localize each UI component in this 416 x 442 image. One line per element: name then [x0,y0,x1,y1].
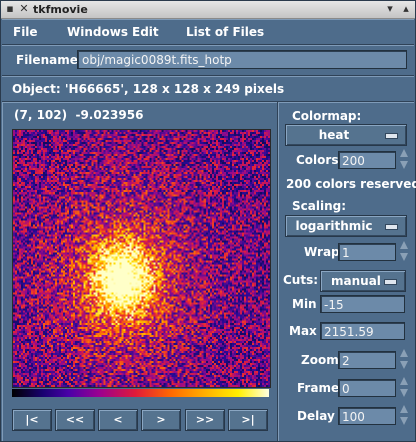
dropdown-indicator-icon [385,224,398,230]
min-input[interactable]: -15 [320,295,405,313]
cuts-select[interactable]: manual [320,270,406,292]
fits-image-view[interactable] [12,129,271,388]
spin-down-icon[interactable] [400,361,408,369]
step-back-button[interactable]: < [98,409,138,431]
cuts-value: manual [331,274,381,288]
fits-image[interactable] [13,130,270,387]
scaling-label: Scaling: [292,199,347,213]
colors-input[interactable]: 200 [338,151,396,169]
frame-input[interactable]: 0 [338,379,396,397]
scaling-value: logarithmic [295,219,373,233]
window-title: tkfmovie [33,3,88,16]
max-label: Max [289,324,317,338]
cursor-position: (7, 102) [14,108,68,122]
zoom-label: Zoom [301,353,339,367]
frame-spinner[interactable] [400,377,409,398]
rewind-button[interactable]: << [55,409,95,431]
filename-row: Filename: obj/magic0089t.fits_hotp [2,45,414,76]
cursor-readout: (7, 102) -9.023956 [14,108,143,122]
object-info-row: Object: 'H66665', 128 x 128 x 249 pixels [2,76,414,102]
maximize-icon[interactable]: ▴ [403,2,409,15]
cursor-value: -9.023956 [75,108,144,122]
colors-spinner[interactable] [400,149,409,170]
close-icon[interactable]: ✕ [19,2,29,15]
step-forward-button[interactable]: > [141,409,181,431]
image-panel: (7, 102) -9.023956 |< << < > >> >| [2,102,278,441]
menu-list-of-files[interactable]: List of Files [186,25,265,39]
max-input[interactable]: 2151.59 [320,322,405,340]
colormap-bar [12,389,269,397]
spin-down-icon[interactable] [400,417,408,425]
filename-input[interactable]: obj/magic0089t.fits_hotp [77,50,407,69]
delay-label: Delay [297,409,335,423]
title-bar[interactable]: ▪ ✕ tkfmovie ▾ ▴ [1,1,415,19]
cuts-label: Cuts: [283,273,319,287]
colors-reserved-text: 200 colors reserved [286,177,416,191]
spin-up-icon[interactable] [400,377,408,385]
spin-down-icon[interactable] [400,253,408,261]
spin-up-icon[interactable] [400,149,408,157]
menu-bar: File Windows Edit List of Files [2,19,414,45]
spin-down-icon[interactable] [400,389,408,397]
filename-label: Filename: [16,53,83,67]
first-frame-button[interactable]: |< [12,409,52,431]
wrap-spinner[interactable] [400,241,409,262]
minimize-icon[interactable]: ▾ [387,2,393,15]
colormap-label: Colormap: [292,109,362,123]
min-label: Min [292,297,317,311]
frame-label: Frame [297,381,340,395]
zoom-input[interactable]: 2 [338,351,396,369]
spin-up-icon[interactable] [400,405,408,413]
zoom-spinner[interactable] [400,349,409,370]
wrap-label: Wrap [304,245,340,259]
scaling-select[interactable]: logarithmic [285,215,407,237]
dropdown-indicator-icon [384,279,397,285]
last-frame-button[interactable]: >| [228,409,268,431]
delay-input[interactable]: 100 [338,407,396,425]
spin-down-icon[interactable] [400,161,408,169]
delay-spinner[interactable] [400,405,409,426]
spin-up-icon[interactable] [400,349,408,357]
colormap-value: heat [318,128,350,142]
window-menu-icon[interactable]: ▪ [6,2,14,15]
controls-panel: Colormap: heat Colors 200 200 colors res… [278,102,416,441]
menu-edit[interactable]: Edit [132,25,159,39]
colors-label: Colors [296,153,339,167]
wrap-input[interactable]: 1 [338,243,396,261]
object-info: Object: 'H66665', 128 x 128 x 249 pixels [12,82,285,96]
spin-up-icon[interactable] [400,241,408,249]
colormap-select[interactable]: heat [285,124,407,146]
menu-windows[interactable]: Windows [67,25,128,39]
fast-forward-button[interactable]: >> [185,409,225,431]
dropdown-indicator-icon [385,133,398,139]
menu-file[interactable]: File [13,25,38,39]
